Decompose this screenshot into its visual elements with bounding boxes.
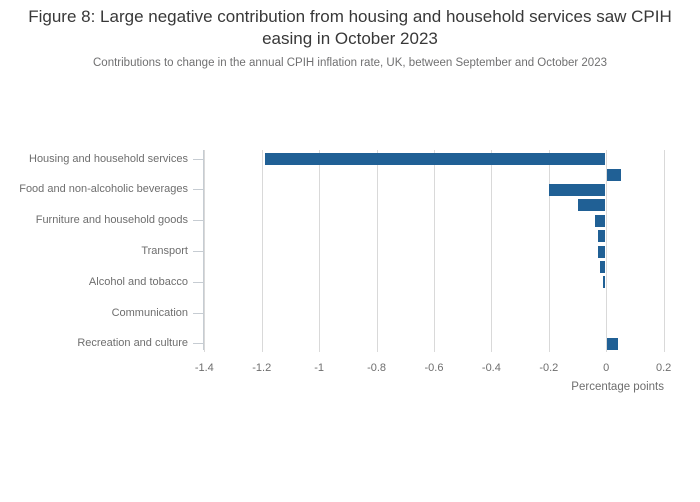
- x-axis-tick-label: 0: [603, 362, 610, 374]
- x-axis-tick-label: -0.2: [539, 362, 559, 374]
- category-label: Housing and household services: [29, 152, 188, 165]
- bar: [577, 199, 606, 212]
- x-gridline: [376, 150, 378, 352]
- category-tick: [193, 189, 203, 191]
- x-gridline: [606, 150, 608, 352]
- category-label: Transport: [141, 245, 188, 257]
- x-gridline: [319, 150, 321, 352]
- figure-subtitle: Contributions to change in the annual CP…: [93, 57, 607, 69]
- x-gridline: [261, 150, 263, 352]
- bar: [597, 245, 606, 258]
- x-axis-tick-label: -1.4: [194, 362, 214, 374]
- figure-title: Figure 8: Large negative contribution fr…: [28, 7, 672, 48]
- x-gridline: [433, 150, 435, 352]
- category-label: Communication: [111, 306, 188, 319]
- x-axis-tick-label: -0.4: [481, 362, 501, 374]
- x-axis-title: Percentage points: [571, 381, 664, 393]
- bar: [607, 337, 618, 350]
- bar: [603, 276, 606, 289]
- category-label: Furniture and household goods: [35, 214, 188, 227]
- x-axis-tick-label: -0.6: [424, 362, 444, 374]
- x-axis-tick-label: -1.2: [252, 362, 272, 374]
- x-axis-tick-label: -1: [314, 362, 325, 374]
- category-tick: [193, 158, 203, 160]
- x-gridline: [491, 150, 493, 352]
- bar: [607, 168, 621, 181]
- category-tick: [193, 251, 203, 252]
- category-tick: [193, 312, 203, 314]
- x-axis-tick-label: 0.2: [656, 362, 672, 374]
- bar: [264, 153, 606, 166]
- bar: [594, 214, 606, 227]
- y-axis-line: [203, 150, 204, 350]
- category-tick: [193, 343, 203, 345]
- category-label: Alcohol and tobacco: [88, 275, 188, 288]
- bar: [600, 260, 606, 273]
- bar: [597, 230, 606, 243]
- x-gridline: [204, 150, 206, 352]
- category-label: Food and non-alcoholic beverages: [19, 183, 188, 196]
- category-tick: [193, 220, 203, 222]
- bar: [548, 183, 606, 196]
- x-gridline: [548, 150, 550, 352]
- x-axis-tick-label: -0.8: [367, 362, 387, 374]
- category-tick: [193, 281, 203, 283]
- x-gridline: [663, 150, 665, 352]
- category-label: Recreation and culture: [77, 337, 188, 350]
